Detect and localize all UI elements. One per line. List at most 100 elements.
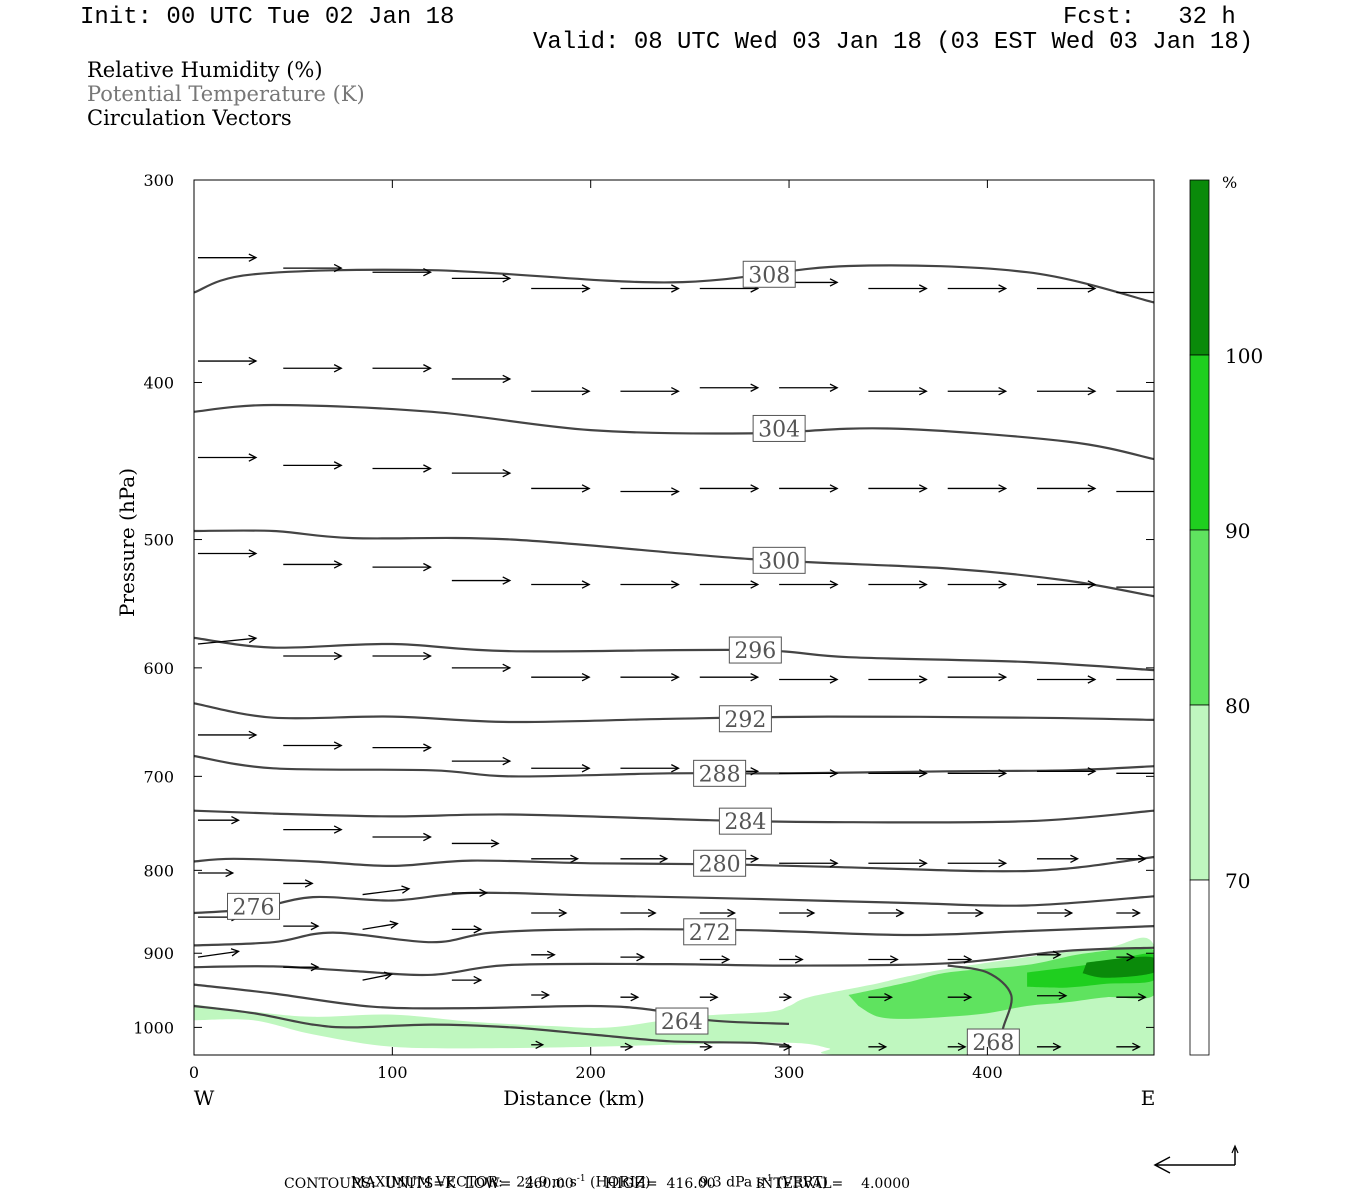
vector-head [750, 484, 760, 493]
circulation-vector [1036, 484, 1097, 493]
vector-head [918, 580, 928, 589]
circulation-vector [779, 383, 839, 392]
vector-head [750, 767, 760, 776]
vector-head [783, 1042, 793, 1052]
circulation-vector [283, 825, 343, 834]
circulation-vector [451, 888, 489, 898]
colorbar-unit: % [1222, 173, 1237, 192]
vector-head [918, 284, 928, 293]
theta-contour-272 [194, 925, 1154, 947]
circulation-vector [947, 580, 1008, 589]
vector-head [333, 560, 343, 569]
circulation-vector [283, 741, 343, 750]
vector-shaft [197, 637, 257, 645]
vector-shaft [197, 950, 239, 958]
vector-head [750, 383, 760, 392]
contour-label-text: 292 [724, 708, 766, 733]
theta-contour-304 [194, 403, 1154, 461]
y-tick-label: 700 [143, 767, 174, 786]
vector-head [383, 971, 393, 980]
vector-head [783, 992, 793, 1002]
vector-head [895, 908, 905, 918]
contour-label-box [728, 636, 782, 664]
circulation-vector [1036, 580, 1097, 589]
circulation-vector [531, 484, 591, 493]
vector-head [570, 854, 580, 864]
circulation-vector [779, 908, 816, 918]
vector-head [333, 364, 343, 373]
circulation-vector [699, 955, 731, 964]
circulation-vector [1116, 676, 1174, 683]
colorbar-label: 100 [1225, 344, 1263, 368]
vector-head [423, 268, 432, 277]
vector-head [423, 464, 432, 473]
circulation-vector [372, 364, 432, 373]
contour-label-text: 304 [758, 417, 800, 442]
vector-head [659, 854, 669, 864]
vector-head [709, 992, 719, 1002]
circulation-vector [1116, 952, 1136, 962]
circulation-vector [451, 756, 512, 766]
vector-head [1070, 854, 1080, 864]
vector-head [581, 672, 591, 682]
vector-head [647, 908, 657, 918]
vector-head [889, 955, 899, 964]
circulation-vector [779, 675, 839, 684]
theta-contour-264 [194, 1004, 790, 1047]
circulation-vector [197, 815, 240, 825]
vector-head [581, 764, 591, 773]
circulation-vector [620, 1042, 634, 1052]
circulation-vector [451, 576, 512, 585]
circulation-vector [372, 651, 432, 661]
circulation-vector [197, 453, 258, 462]
vector-head [1087, 387, 1097, 396]
circulation-vector [1116, 390, 1154, 392]
circulation-vector [868, 859, 928, 868]
contour-label-276: 276 [227, 892, 281, 920]
circulation-vector [620, 854, 669, 864]
circulation-vector [197, 868, 235, 878]
contour-label-288: 288 [693, 759, 747, 787]
vector-head [502, 756, 512, 766]
circulation-vector [699, 484, 760, 493]
vector-head [671, 284, 680, 293]
circulation-vector [1036, 991, 1068, 1000]
vector-head [423, 562, 432, 572]
circulation-vector [451, 663, 512, 673]
circulation-vector [1116, 289, 1174, 296]
vector-head [671, 487, 680, 496]
vector-head [1126, 952, 1136, 962]
circulation-vector [699, 1042, 713, 1052]
rh-shade-80 [848, 947, 1154, 1019]
vector-head [310, 962, 320, 972]
vector-head [502, 663, 512, 673]
contour-label-280: 280 [693, 849, 747, 877]
contour-label-box [683, 918, 737, 946]
vector-head [333, 461, 343, 470]
contour-label-box [693, 849, 747, 877]
contour-label-text: 264 [661, 1010, 703, 1035]
vector-head [502, 576, 512, 585]
vector-head [975, 908, 984, 918]
vector-head [918, 387, 928, 396]
circulation-vector [1116, 1042, 1141, 1052]
circulation-vector [947, 387, 1008, 396]
vector-head [1167, 289, 1174, 296]
vector-head [541, 990, 551, 1000]
vector-head [333, 741, 343, 750]
circulation-vector [362, 971, 393, 981]
contour-label-300: 300 [752, 546, 806, 574]
circulation-vector [531, 387, 591, 396]
colorbar-segment [1189, 704, 1210, 881]
vector-head [963, 955, 973, 964]
circulation-vector [1036, 854, 1080, 864]
vector-head [1167, 676, 1174, 683]
circulation-vector [868, 675, 928, 684]
vector-head [829, 383, 839, 392]
colorbar-segment [1189, 879, 1210, 1056]
colorbar-label: 70 [1225, 869, 1250, 893]
vector-head [479, 888, 489, 898]
circulation-vector [1036, 284, 1097, 293]
contour-label-284: 284 [718, 807, 772, 835]
